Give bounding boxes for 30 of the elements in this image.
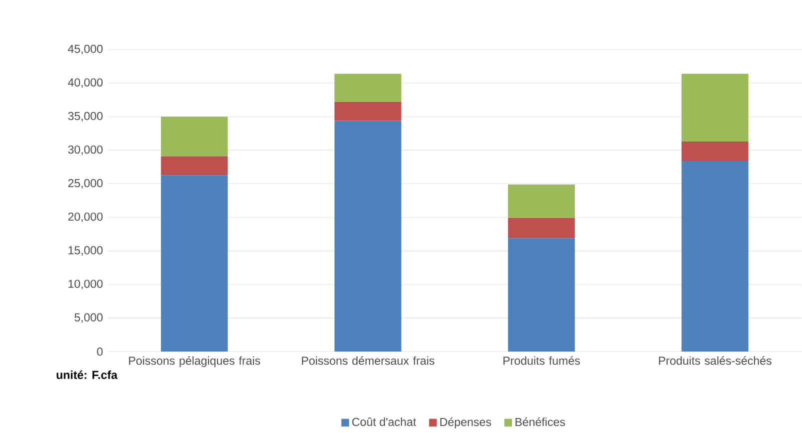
x-tick-label: Poissons pélagiques frais [129,356,260,368]
bar [682,74,748,142]
legend-label: Coût d'achat [352,417,416,426]
text: unité: F.cfa [56,370,118,379]
bar [508,218,575,238]
bar [160,116,228,156]
y-tick-label: 40,000 [68,78,103,88]
bar [160,156,228,176]
y-tick-label: 10,000 [68,280,103,290]
bar [508,184,575,218]
legend-label: Dépenses [440,417,492,428]
bar [334,74,402,102]
x-tick-label: Produits fumés [503,356,580,365]
bar [334,120,402,352]
bar [160,175,228,352]
y-tick-label: 5,000 [74,313,103,323]
y-tick-label: 0 [97,348,103,356]
x-tick-label: Produits salés-séchés [659,356,772,365]
y-tick-label: 35,000 [68,112,103,122]
bar [334,102,402,121]
y-tick-label: 45,000 [68,44,103,54]
x-tick-label: Poissons démersaux frais [302,356,434,365]
legend-label: Bénéfices [516,417,565,426]
bar [682,160,748,352]
y-tick-label: 30,000 [68,145,103,155]
bar [508,238,575,352]
y-tick-label: 20,000 [68,212,103,222]
bar [682,141,748,161]
y-tick-label: 15,000 [68,246,103,256]
y-tick-label: 25,000 [68,179,103,189]
